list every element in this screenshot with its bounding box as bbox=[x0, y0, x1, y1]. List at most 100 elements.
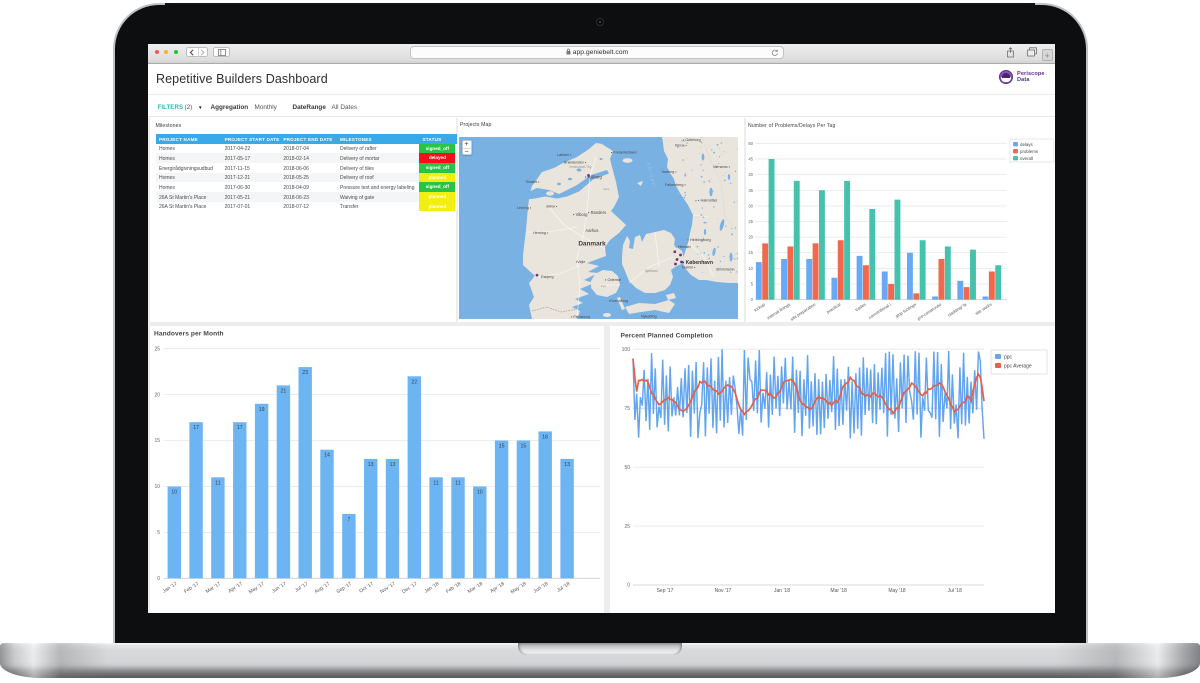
svg-text:11: 11 bbox=[215, 480, 220, 486]
svg-text:25: 25 bbox=[624, 524, 630, 530]
svg-text:20: 20 bbox=[154, 392, 160, 398]
svg-text:Jun '18: Jun '18 bbox=[533, 581, 550, 595]
svg-text:13: 13 bbox=[564, 462, 570, 468]
svg-text:internal linings: internal linings bbox=[766, 302, 791, 321]
svg-text:site works: site works bbox=[974, 302, 992, 316]
svg-text:100: 100 bbox=[622, 347, 631, 353]
svg-text:0: 0 bbox=[751, 297, 754, 302]
svg-text:May '17: May '17 bbox=[248, 581, 266, 596]
svg-text:practical: practical bbox=[826, 302, 842, 315]
svg-text:50: 50 bbox=[624, 465, 630, 471]
svg-text:Esbjerg: Esbjerg bbox=[541, 275, 554, 279]
svg-text:Skive ▪: Skive ▪ bbox=[546, 205, 557, 209]
svg-text:Jul '17: Jul '17 bbox=[294, 581, 309, 594]
svg-text:Mar '17: Mar '17 bbox=[205, 581, 222, 595]
svg-text:Aars: Aars bbox=[603, 187, 610, 191]
svg-text:10: 10 bbox=[171, 490, 177, 496]
svg-text:ppc: ppc bbox=[1004, 355, 1013, 361]
svg-text:▪ Hillerød: ▪ Hillerød bbox=[676, 245, 691, 249]
svg-text:23: 23 bbox=[302, 370, 308, 376]
svg-text:Feb '17: Feb '17 bbox=[183, 581, 200, 595]
svg-text:▪ Flensburg: ▪ Flensburg bbox=[571, 315, 590, 319]
svg-text:▪ Helsingborg: ▪ Helsingborg bbox=[688, 237, 711, 242]
svg-text:45: 45 bbox=[748, 157, 753, 162]
svg-text:cladding/ fa: cladding/ fa bbox=[947, 301, 968, 317]
svg-text:11: 11 bbox=[455, 480, 460, 486]
svg-text:Danmark: Danmark bbox=[578, 241, 606, 248]
svg-text:Jul '18: Jul '18 bbox=[556, 581, 571, 594]
svg-text:Jul '18: Jul '18 bbox=[948, 588, 963, 594]
svg-text:Jan '17: Jan '17 bbox=[162, 581, 179, 595]
svg-text:13: 13 bbox=[390, 462, 396, 468]
svg-text:5: 5 bbox=[751, 282, 754, 287]
svg-text:Jan '18: Jan '18 bbox=[774, 588, 790, 594]
svg-text:May '18: May '18 bbox=[510, 581, 528, 596]
svg-text:▪Vejle: ▪Vejle bbox=[576, 260, 585, 264]
svg-text:May '18: May '18 bbox=[888, 588, 906, 594]
svg-text:Malmö ▪: Malmö ▪ bbox=[682, 266, 695, 270]
svg-text:11: 11 bbox=[433, 480, 438, 486]
svg-text:▪ Odense: ▪ Odense bbox=[605, 277, 621, 282]
svg-text:strip footings: strip footings bbox=[894, 302, 917, 319]
svg-text:site preparation: site preparation bbox=[789, 301, 816, 321]
svg-text:Number of Problems/Delays Per: Number of Problems/Delays Per Tag bbox=[748, 123, 836, 129]
svg-text:Nykøbing: Nykøbing bbox=[641, 315, 657, 319]
svg-text:Sjælland: Sjælland bbox=[645, 269, 658, 273]
svg-text:19: 19 bbox=[259, 407, 265, 413]
svg-text:20: 20 bbox=[748, 235, 753, 240]
svg-text:15: 15 bbox=[521, 444, 527, 450]
svg-text:trades: trades bbox=[854, 302, 866, 313]
svg-text:15: 15 bbox=[748, 250, 753, 255]
svg-text:17: 17 bbox=[237, 425, 243, 431]
svg-text:Thisted ▪: Thisted ▪ bbox=[525, 180, 539, 184]
svg-text:35: 35 bbox=[748, 188, 753, 193]
svg-text:Aug '17: Aug '17 bbox=[314, 581, 332, 595]
svg-text:5: 5 bbox=[157, 530, 160, 536]
svg-text:0: 0 bbox=[627, 583, 630, 589]
svg-text:problems: problems bbox=[1020, 149, 1039, 154]
svg-text:conventional |: conventional | bbox=[868, 302, 892, 320]
svg-text:Vendsyssel-Thy: Vendsyssel-Thy bbox=[569, 165, 592, 169]
svg-text:pre-constructio: pre-constructio bbox=[916, 301, 943, 321]
svg-text:25: 25 bbox=[154, 346, 160, 352]
svg-text:▪ Viborg: ▪ Viborg bbox=[573, 212, 588, 217]
svg-text:7: 7 bbox=[347, 517, 350, 523]
svg-text:Fyn: Fyn bbox=[601, 284, 606, 288]
svg-text:16: 16 bbox=[542, 434, 548, 440]
svg-text:Sep '17: Sep '17 bbox=[657, 588, 674, 594]
svg-text:22: 22 bbox=[411, 379, 417, 385]
svg-text:13: 13 bbox=[368, 462, 374, 468]
svg-text:Brønderslev ▪: Brønderslev ▪ bbox=[564, 161, 586, 165]
svg-text:14: 14 bbox=[324, 453, 330, 459]
svg-text:Løkken ▪: Løkken ▪ bbox=[557, 153, 571, 157]
svg-text:Handovers per Month: Handovers per Month bbox=[154, 331, 224, 338]
svg-text:0: 0 bbox=[157, 576, 160, 582]
svg-text:Feb '18: Feb '18 bbox=[445, 581, 462, 595]
svg-text:ppc Average: ppc Average bbox=[1004, 364, 1032, 370]
svg-text:Jun '17: Jun '17 bbox=[271, 581, 288, 595]
svg-text:50: 50 bbox=[748, 141, 753, 146]
svg-text:15: 15 bbox=[154, 438, 160, 444]
svg-text:Kinna ▪: Kinna ▪ bbox=[675, 144, 687, 148]
svg-text:Varberg ▪: Varberg ▪ bbox=[662, 170, 677, 174]
svg-text:10: 10 bbox=[154, 484, 160, 490]
svg-text:Jan '18: Jan '18 bbox=[424, 581, 441, 595]
svg-text:lockup: lockup bbox=[753, 301, 766, 312]
svg-text:Falkenberg ▪: Falkenberg ▪ bbox=[665, 183, 686, 187]
svg-text:Herning ▪: Herning ▪ bbox=[533, 231, 548, 235]
svg-text:▪Svendborg: ▪Svendborg bbox=[609, 299, 628, 303]
svg-text:Varnamo ▪: Varnamo ▪ bbox=[713, 165, 730, 169]
svg-text:▪ Aalborg: ▪ Aalborg bbox=[585, 175, 603, 180]
svg-text:▪ Randers: ▪ Randers bbox=[588, 210, 606, 215]
svg-text:75: 75 bbox=[624, 406, 630, 412]
svg-text:Sep '17: Sep '17 bbox=[336, 581, 354, 595]
svg-text:Dec '17: Dec '17 bbox=[401, 581, 419, 595]
svg-text:Apr '18: Apr '18 bbox=[489, 581, 506, 595]
svg-text:Apr '17: Apr '17 bbox=[227, 581, 244, 595]
svg-text:Nov '17: Nov '17 bbox=[715, 588, 732, 594]
svg-text:Mar '18: Mar '18 bbox=[830, 588, 847, 594]
svg-text:30: 30 bbox=[748, 203, 753, 208]
svg-text:Lemvig ▪: Lemvig ▪ bbox=[517, 206, 531, 210]
svg-text:21: 21 bbox=[281, 388, 287, 394]
svg-text:17: 17 bbox=[193, 425, 199, 431]
